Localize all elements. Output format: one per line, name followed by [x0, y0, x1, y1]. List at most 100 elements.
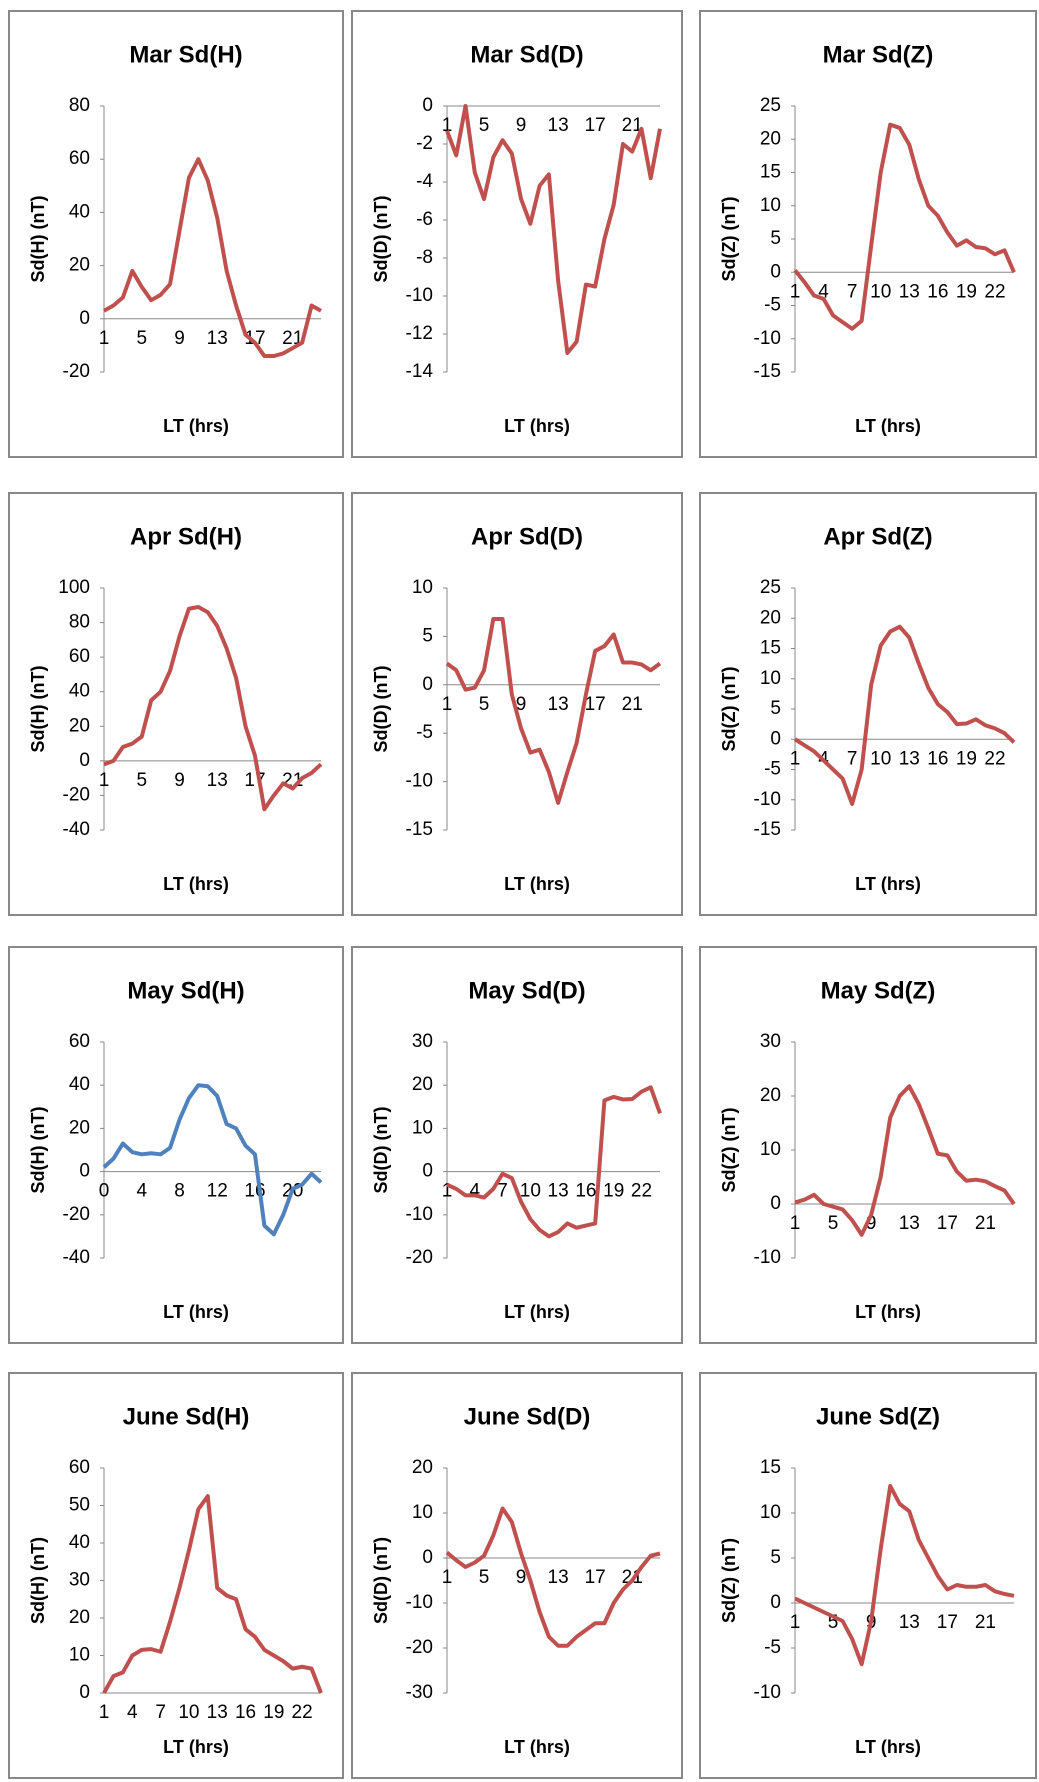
x-tick-label: 16	[235, 1702, 256, 1723]
data-line	[793, 122, 1016, 331]
y-axis-title: Sd(D) (nT)	[371, 666, 391, 753]
chart-title: May Sd(H)	[127, 977, 244, 1004]
chart-title: May Sd(Z)	[821, 977, 936, 1004]
x-tick-label: 13	[548, 115, 569, 136]
x-tick-label: 21	[975, 1612, 996, 1633]
x-tick-label: 5	[828, 1213, 839, 1234]
y-tick-label: 10	[760, 195, 781, 216]
y-tick-label: -40	[63, 819, 90, 840]
panel	[351, 1372, 683, 1779]
y-tick-label: 0	[422, 1161, 433, 1182]
x-tick-label: 19	[956, 281, 977, 302]
x-tick-label: 4	[127, 1702, 138, 1723]
x-tick-label: 13	[899, 281, 920, 302]
data-line	[445, 104, 662, 355]
chart-title: Mar Sd(Z)	[823, 41, 934, 68]
x-tick-label: 17	[937, 1213, 958, 1234]
y-tick-label: -5	[764, 759, 781, 780]
x-tick-label: 5	[479, 694, 490, 715]
y-tick-label: 20	[412, 1457, 433, 1478]
y-tick-label: 0	[770, 728, 781, 749]
y-tick-label: -10	[754, 789, 781, 810]
panel	[699, 946, 1037, 1344]
y-tick-label: 0	[79, 308, 90, 329]
chart-title: June Sd(Z)	[816, 1403, 940, 1430]
y-tick-label: 100	[58, 577, 90, 598]
data-line	[103, 157, 322, 359]
y-tick-label: 0	[79, 750, 90, 771]
y-tick-label: 0	[422, 1547, 433, 1568]
x-tick-label: 4	[136, 1181, 147, 1202]
y-tick-label: -5	[764, 1637, 781, 1658]
x-tick-label: 13	[207, 770, 228, 791]
y-tick-label: 80	[69, 95, 90, 116]
panel	[8, 10, 344, 458]
y-tick-label: 10	[412, 577, 433, 598]
x-tick-label: 1	[790, 748, 801, 769]
x-axis-title: LT (hrs)	[163, 874, 229, 894]
x-tick-label: 22	[984, 281, 1005, 302]
y-tick-label: 0	[422, 674, 433, 695]
x-tick-label: 13	[207, 1702, 228, 1723]
x-axis-title: LT (hrs)	[855, 416, 921, 436]
y-tick-label: 20	[69, 1117, 90, 1138]
y-tick-label: 10	[412, 1502, 433, 1523]
y-axis-title: Sd(H) (nT)	[28, 1537, 48, 1624]
x-tick-label: 1	[442, 1567, 453, 1588]
x-tick-label: 10	[178, 1702, 199, 1723]
y-tick-label: 0	[770, 1592, 781, 1613]
y-tick-label: 5	[770, 1547, 781, 1568]
data-line	[445, 1506, 661, 1648]
data-line	[793, 624, 1016, 806]
y-tick-label: -10	[754, 1682, 781, 1703]
y-tick-label: 80	[69, 612, 90, 633]
y-tick-label: 10	[760, 668, 781, 689]
y-tick-label: -20	[63, 361, 90, 382]
x-tick-label: 21	[975, 1213, 996, 1234]
x-axis-title: LT (hrs)	[855, 874, 921, 894]
x-tick-label: 4	[818, 281, 829, 302]
x-tick-label: 10	[870, 281, 891, 302]
panel	[8, 946, 344, 1344]
panel	[699, 1372, 1037, 1779]
chart-title: Apr Sd(Z)	[823, 523, 932, 550]
panel	[8, 1372, 344, 1779]
y-tick-label: 60	[69, 646, 90, 667]
panel	[8, 492, 344, 916]
y-tick-label: 10	[760, 1139, 781, 1160]
x-axis-title: LT (hrs)	[163, 1302, 229, 1322]
x-tick-label: 9	[516, 694, 527, 715]
chart-title: June Sd(D)	[464, 1403, 591, 1430]
x-tick-label: 19	[956, 748, 977, 769]
x-axis-title: LT (hrs)	[504, 874, 570, 894]
y-tick-label: -2	[416, 133, 433, 154]
x-tick-label: 7	[847, 748, 858, 769]
y-tick-label: 0	[422, 95, 433, 116]
y-tick-label: 10	[69, 1645, 90, 1666]
data-line	[103, 605, 323, 812]
x-tick-label: 21	[622, 694, 643, 715]
x-tick-label: 16	[575, 1181, 596, 1202]
x-tick-label: 1	[99, 328, 110, 349]
y-tick-label: -15	[406, 819, 433, 840]
x-axis-title: LT (hrs)	[855, 1302, 921, 1322]
x-tick-label: 13	[899, 748, 920, 769]
chart-title: Apr Sd(H)	[130, 523, 242, 550]
x-tick-label: 17	[585, 1567, 606, 1588]
panel	[699, 10, 1037, 458]
x-tick-label: 9	[516, 1567, 527, 1588]
x-tick-label: 0	[99, 1181, 110, 1202]
x-tick-label: 22	[984, 748, 1005, 769]
x-tick-label: 16	[927, 281, 948, 302]
y-axis-title: Sd(D) (nT)	[371, 1537, 391, 1624]
x-tick-label: 8	[174, 1181, 185, 1202]
x-tick-label: 13	[207, 328, 228, 349]
y-tick-label: 15	[760, 638, 781, 659]
y-tick-label: -10	[406, 1204, 433, 1225]
y-tick-label: 20	[69, 715, 90, 736]
x-tick-label: 10	[870, 748, 891, 769]
y-tick-label: 0	[79, 1682, 90, 1703]
y-axis-title: Sd(H) (nT)	[28, 1107, 48, 1194]
y-axis-title: Sd(H) (nT)	[28, 666, 48, 753]
